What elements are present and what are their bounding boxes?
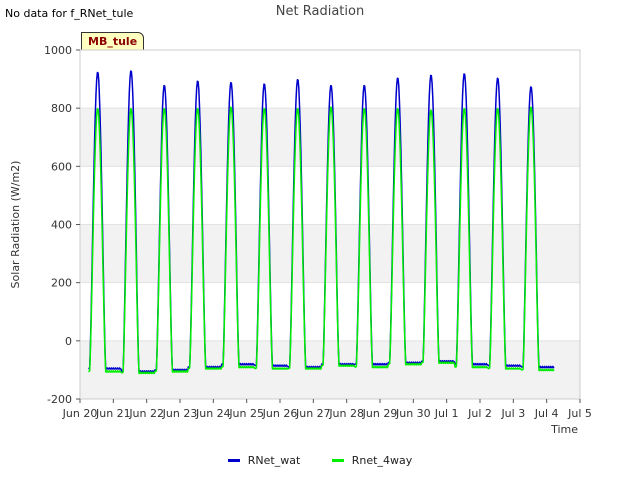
legend: RNet_wat Rnet_4way xyxy=(0,452,640,467)
x-tick-label: Jul 2 xyxy=(467,407,492,420)
y-tick-label: 1000 xyxy=(44,44,72,57)
x-tick-label: Jun 24 xyxy=(195,407,231,420)
grid-band xyxy=(80,224,580,283)
legend-item-rnet-4way: Rnet_4way xyxy=(331,454,413,467)
x-axis-title: Time xyxy=(550,423,578,436)
x-tick-label: Jul 4 xyxy=(534,407,559,420)
x-tick-label: Jun 22 xyxy=(128,407,164,420)
x-tick-label: Jul 1 xyxy=(434,407,459,420)
x-tick-label: Jun 25 xyxy=(228,407,264,420)
site-badge: MB_tule xyxy=(81,32,145,51)
y-tick-label: 400 xyxy=(51,219,72,232)
y-tick-label: -200 xyxy=(47,393,72,406)
x-tick-label: Jun 28 xyxy=(328,407,364,420)
legend-item-rnet-wat: RNet_wat xyxy=(227,454,301,467)
grid-band xyxy=(80,340,580,399)
x-tick-label: Jun 29 xyxy=(362,407,398,420)
x-tick-label: Jul 3 xyxy=(500,407,525,420)
chart-title: Net Radiation xyxy=(275,4,365,19)
y-tick-label: 600 xyxy=(51,160,72,173)
x-tick-label: Jun 23 xyxy=(162,407,198,420)
series-line-rnet-4way xyxy=(88,106,555,375)
no-data-note: No data for f_RNet_tule xyxy=(5,7,134,20)
x-tick-label: Jun 26 xyxy=(262,407,298,420)
x-tick-label: Jun 30 xyxy=(395,407,431,420)
y-tick-label: 800 xyxy=(51,102,72,115)
y-axis-title: Solar Radiation (W/m2) xyxy=(9,161,22,289)
legend-label-rnet-wat: RNet_wat xyxy=(247,454,301,467)
legend-label-rnet-4way: Rnet_4way xyxy=(351,454,413,467)
x-tick-label: Jun 20 xyxy=(62,407,98,420)
y-tick-label: 0 xyxy=(65,335,72,348)
x-tick-label: Jun 21 xyxy=(95,407,131,420)
x-tick-label: Jun 27 xyxy=(295,407,331,420)
legend-swatch-rnet-wat xyxy=(227,459,240,462)
y-tick-label: 200 xyxy=(51,277,72,290)
legend-swatch-rnet-4way xyxy=(331,459,344,462)
x-tick-label: Jul 5 xyxy=(567,407,592,420)
